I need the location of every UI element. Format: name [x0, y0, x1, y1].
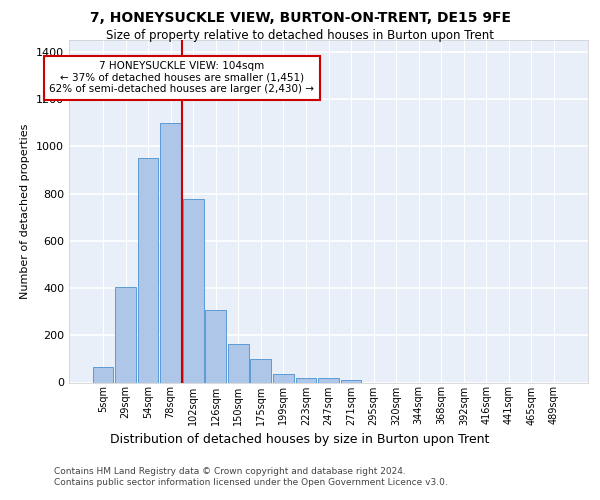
Y-axis label: Number of detached properties: Number of detached properties [20, 124, 31, 299]
Bar [137, 158, 158, 382]
Bar [160, 122, 181, 382]
Bar [273, 374, 294, 382]
Text: Size of property relative to detached houses in Burton upon Trent: Size of property relative to detached ho… [106, 29, 494, 42]
Bar [318, 378, 339, 382]
Text: Distribution of detached houses by size in Burton upon Trent: Distribution of detached houses by size … [110, 432, 490, 446]
Bar [205, 310, 226, 382]
Bar [115, 287, 136, 382]
Text: 7 HONEYSUCKLE VIEW: 104sqm
← 37% of detached houses are smaller (1,451)
62% of s: 7 HONEYSUCKLE VIEW: 104sqm ← 37% of deta… [49, 61, 314, 94]
Bar [92, 367, 113, 382]
Text: 7, HONEYSUCKLE VIEW, BURTON-ON-TRENT, DE15 9FE: 7, HONEYSUCKLE VIEW, BURTON-ON-TRENT, DE… [89, 11, 511, 25]
Bar [228, 344, 248, 382]
Bar [341, 380, 361, 382]
Bar [250, 359, 271, 382]
Bar [296, 378, 316, 382]
Text: Contains HM Land Registry data © Crown copyright and database right 2024.
Contai: Contains HM Land Registry data © Crown c… [54, 468, 448, 487]
Bar [183, 200, 203, 382]
